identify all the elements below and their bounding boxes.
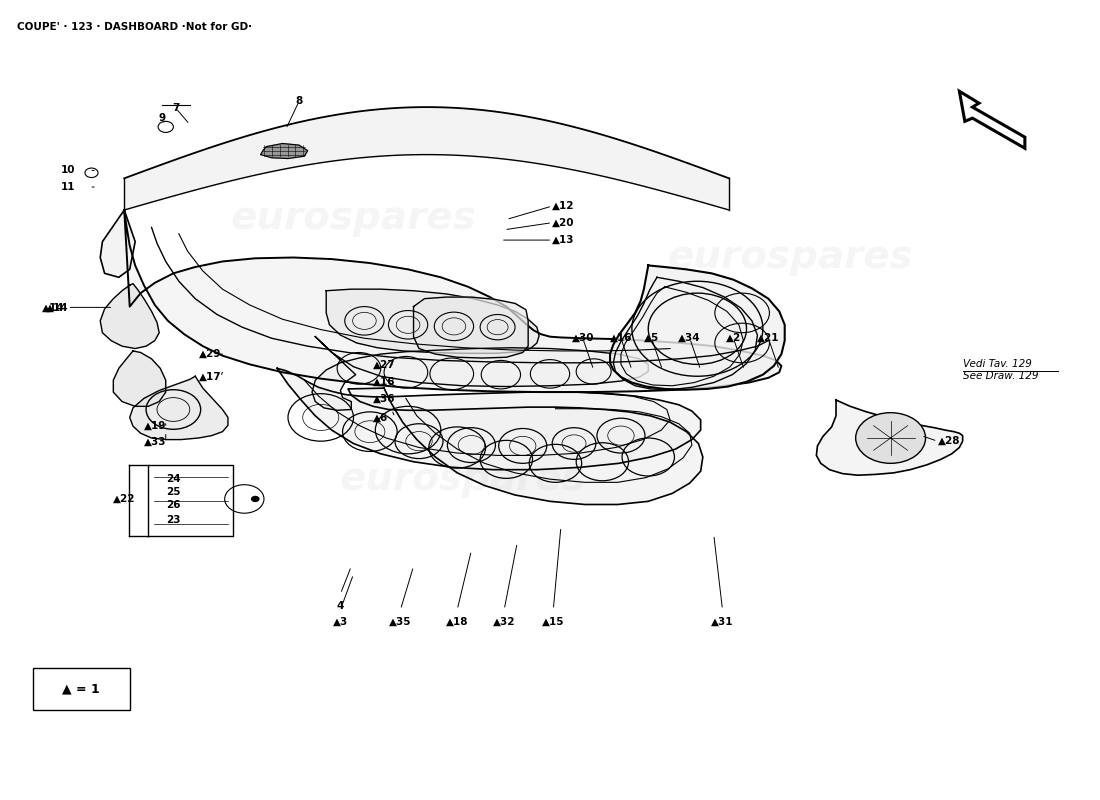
Polygon shape: [113, 351, 166, 406]
Text: 11: 11: [60, 182, 75, 192]
Text: 4: 4: [337, 601, 344, 611]
Polygon shape: [959, 91, 1025, 148]
Text: ▲32: ▲32: [493, 617, 516, 626]
Text: 26: 26: [166, 499, 180, 510]
Text: eurospares: eurospares: [231, 199, 476, 237]
Circle shape: [85, 168, 98, 178]
Text: ▲33: ▲33: [144, 437, 166, 447]
Text: ▲35: ▲35: [389, 617, 411, 626]
Text: ▲31: ▲31: [712, 617, 734, 626]
Polygon shape: [816, 400, 962, 475]
Text: 23: 23: [166, 515, 180, 526]
Text: eurospares: eurospares: [668, 238, 913, 277]
Polygon shape: [100, 284, 160, 349]
Circle shape: [158, 122, 174, 133]
Polygon shape: [610, 266, 784, 390]
Polygon shape: [327, 289, 539, 354]
Circle shape: [251, 496, 260, 502]
Text: ▲3: ▲3: [333, 617, 348, 626]
Text: ▲29: ▲29: [198, 349, 221, 359]
Text: ▲30: ▲30: [572, 334, 594, 343]
Text: eurospares: eurospares: [340, 460, 585, 498]
Text: ▲2: ▲2: [726, 334, 741, 343]
Polygon shape: [124, 210, 781, 392]
FancyBboxPatch shape: [33, 667, 130, 710]
Text: 25: 25: [166, 487, 180, 497]
Polygon shape: [130, 376, 228, 439]
Polygon shape: [277, 368, 701, 470]
Polygon shape: [261, 143, 308, 158]
Text: COUPE' · 123 · DASHBOARD ·Not for GD·: COUPE' · 123 · DASHBOARD ·Not for GD·: [18, 22, 252, 31]
Text: ▲6: ▲6: [373, 413, 388, 422]
Text: ▲36: ▲36: [373, 394, 396, 404]
Text: 10: 10: [60, 166, 75, 175]
Text: ▲28: ▲28: [937, 436, 960, 446]
Text: ▲13: ▲13: [552, 235, 574, 245]
Text: ▲18: ▲18: [446, 617, 469, 626]
Text: ▲16: ▲16: [373, 377, 396, 386]
Text: Vedi Tav. 129: Vedi Tav. 129: [962, 359, 1032, 370]
Text: ▲14: ▲14: [45, 302, 68, 312]
Text: ▲34: ▲34: [679, 334, 701, 343]
Text: See Draw. 129: See Draw. 129: [962, 371, 1038, 382]
Text: ▲19: ▲19: [144, 420, 166, 430]
Polygon shape: [100, 210, 135, 278]
Text: 9: 9: [158, 113, 166, 123]
Text: ▲17: ▲17: [198, 372, 221, 382]
Text: ▲20: ▲20: [552, 218, 574, 228]
Polygon shape: [348, 388, 703, 505]
Text: ▲ = 1: ▲ = 1: [62, 682, 99, 695]
Text: ▲16: ▲16: [609, 334, 632, 343]
Text: 24: 24: [166, 474, 180, 484]
Text: ▲15: ▲15: [542, 617, 564, 626]
Polygon shape: [414, 297, 528, 358]
Text: 8: 8: [295, 96, 302, 106]
Text: ▲22: ▲22: [113, 494, 135, 504]
Text: ▲21: ▲21: [757, 334, 780, 343]
Circle shape: [856, 413, 925, 463]
Text: ▲27: ▲27: [373, 359, 396, 370]
Text: 7: 7: [172, 103, 179, 113]
Text: ▲5: ▲5: [644, 334, 659, 343]
Text: ▲14: ▲14: [43, 302, 65, 312]
Text: ▲12: ▲12: [552, 201, 574, 211]
Polygon shape: [312, 337, 648, 410]
